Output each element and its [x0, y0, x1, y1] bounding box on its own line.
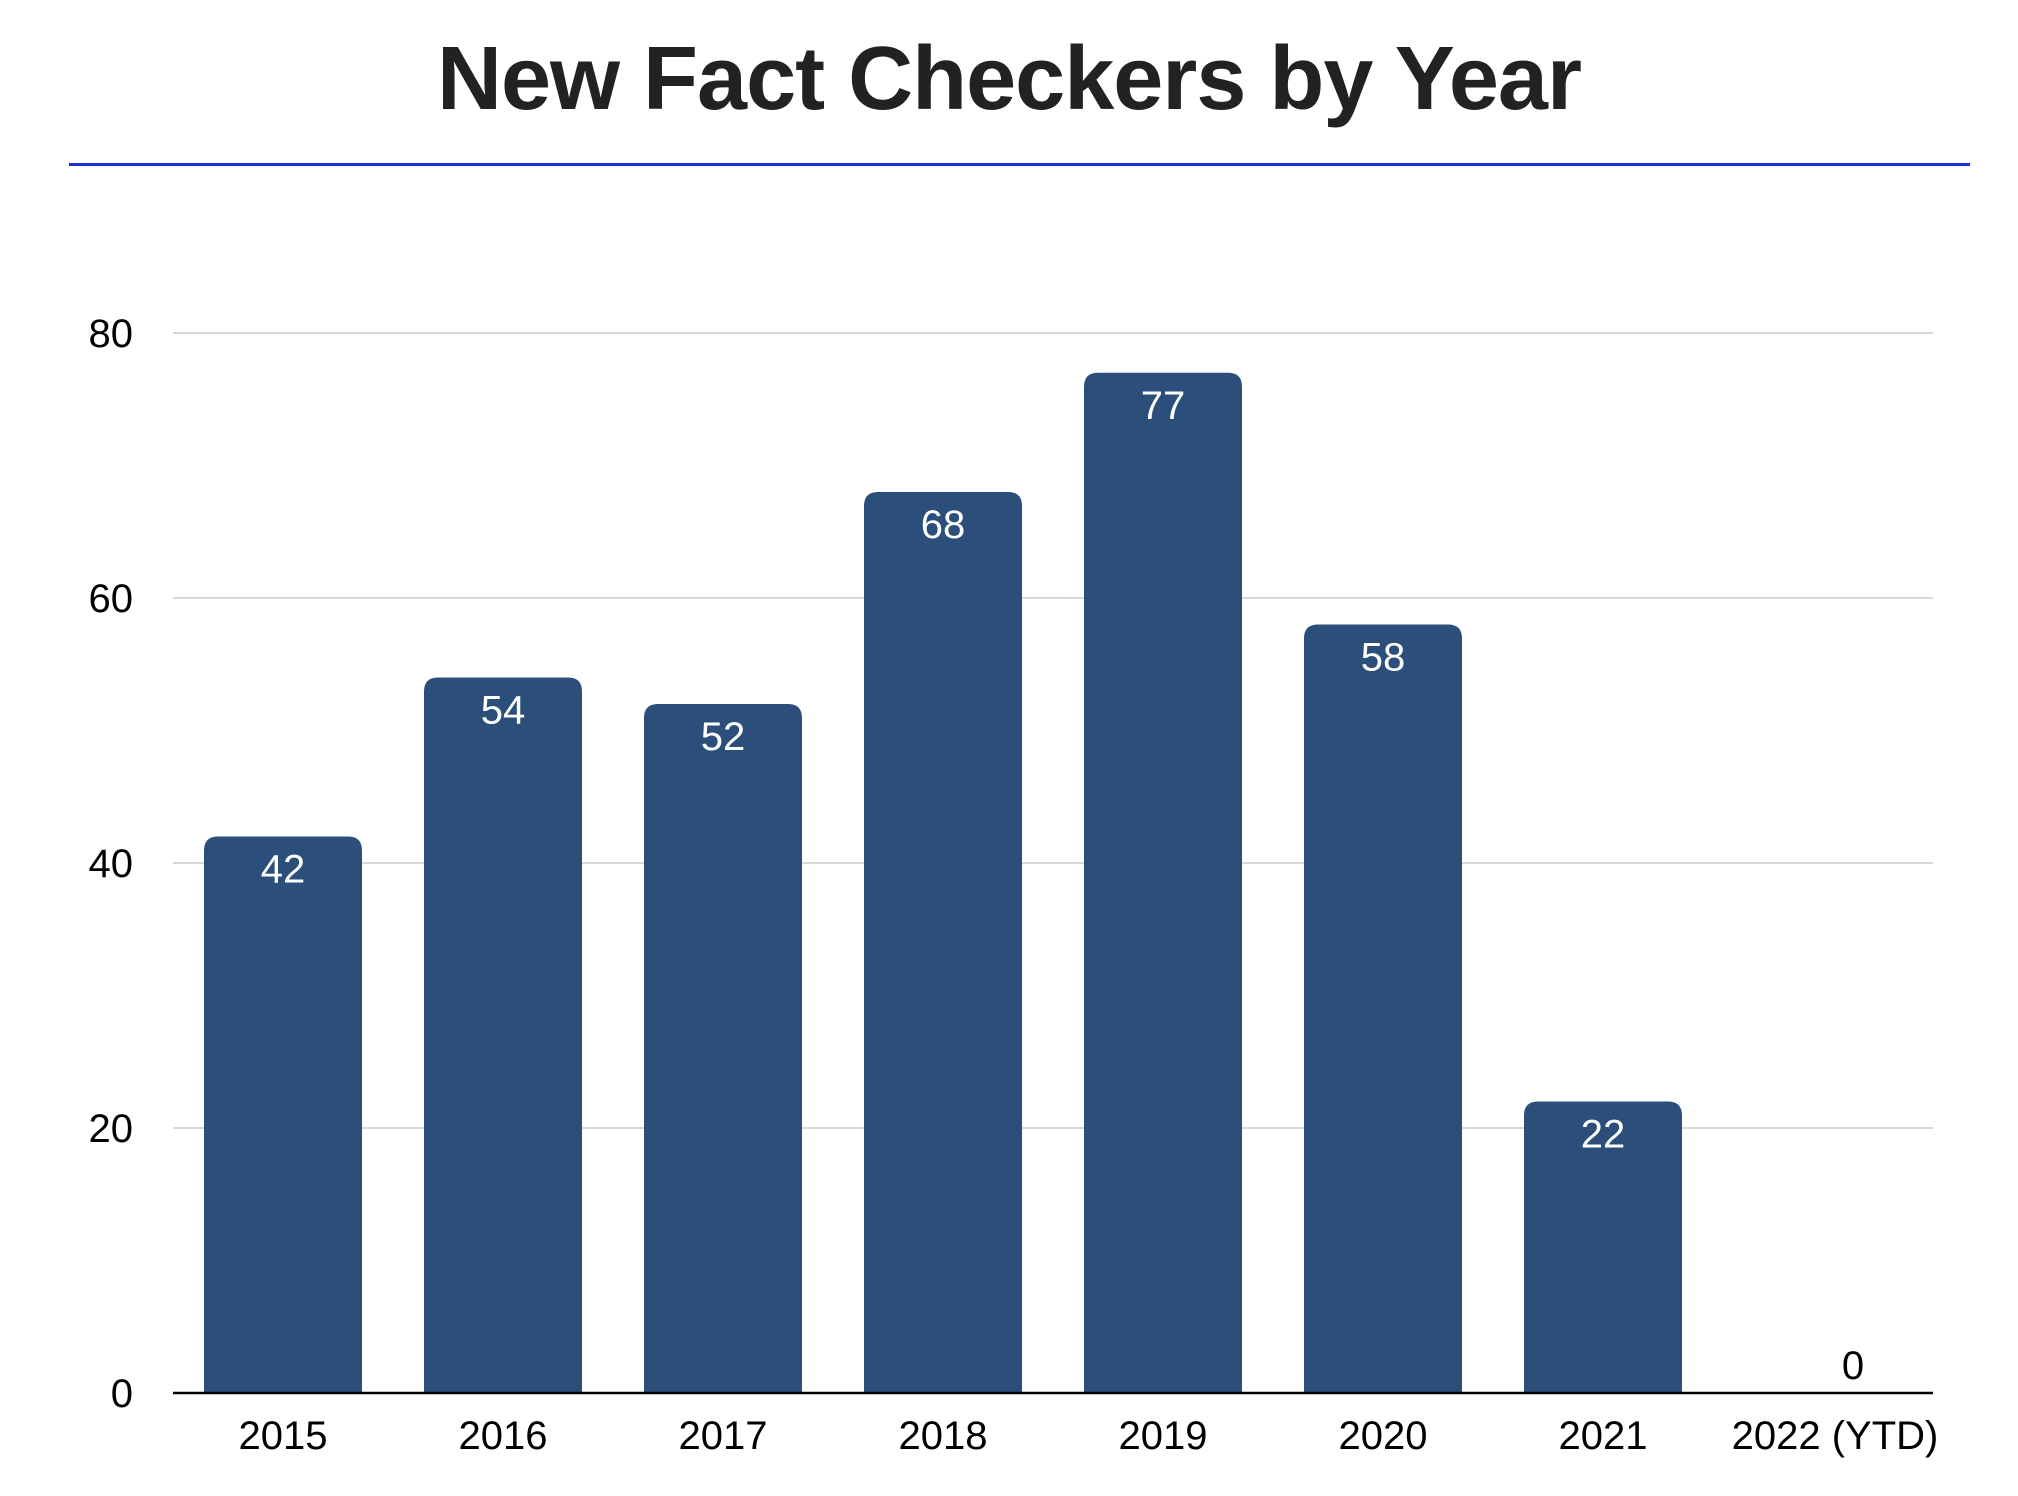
x-category-label: 2022 (YTD) [1732, 1414, 1939, 1458]
bar [1084, 372, 1242, 1393]
y-tick-label: 80 [89, 312, 134, 356]
bar [204, 836, 362, 1393]
x-category-label: 2015 [239, 1414, 328, 1458]
x-category-label: 2020 [1339, 1414, 1428, 1458]
x-category-label: 2017 [679, 1414, 768, 1458]
x-category-label: 2019 [1119, 1414, 1208, 1458]
title-divider [69, 163, 1970, 166]
x-category-label: 2018 [899, 1414, 988, 1458]
data-label: 58 [1361, 636, 1406, 680]
x-category-label: 2021 [1559, 1414, 1648, 1458]
chart-title: New Fact Checkers by Year [437, 29, 1582, 129]
data-label: 22 [1581, 1113, 1626, 1157]
bar [1304, 624, 1462, 1393]
data-label: 0 [1842, 1344, 1864, 1388]
y-axis-ticks: 0 20 40 60 80 [89, 312, 134, 1416]
y-tick-label: 0 [111, 1372, 133, 1416]
data-label: 52 [701, 715, 746, 759]
x-axis-labels: 2015 2016 2017 2018 2019 2020 2021 2022 (YTD) [239, 1414, 1939, 1458]
bar [644, 704, 802, 1393]
bar [424, 677, 582, 1393]
bar [1524, 1101, 1682, 1393]
y-tick-label: 20 [89, 1107, 134, 1151]
data-label: 68 [921, 503, 966, 547]
data-label: 77 [1141, 384, 1186, 428]
bars: 42 54 52 68 77 58 22 0 [204, 372, 1864, 1393]
y-tick-label: 60 [89, 577, 134, 621]
data-label: 42 [261, 848, 306, 892]
data-label: 54 [481, 689, 526, 733]
x-category-label: 2016 [459, 1414, 548, 1458]
y-tick-label: 40 [89, 842, 134, 886]
bar [864, 492, 1022, 1393]
